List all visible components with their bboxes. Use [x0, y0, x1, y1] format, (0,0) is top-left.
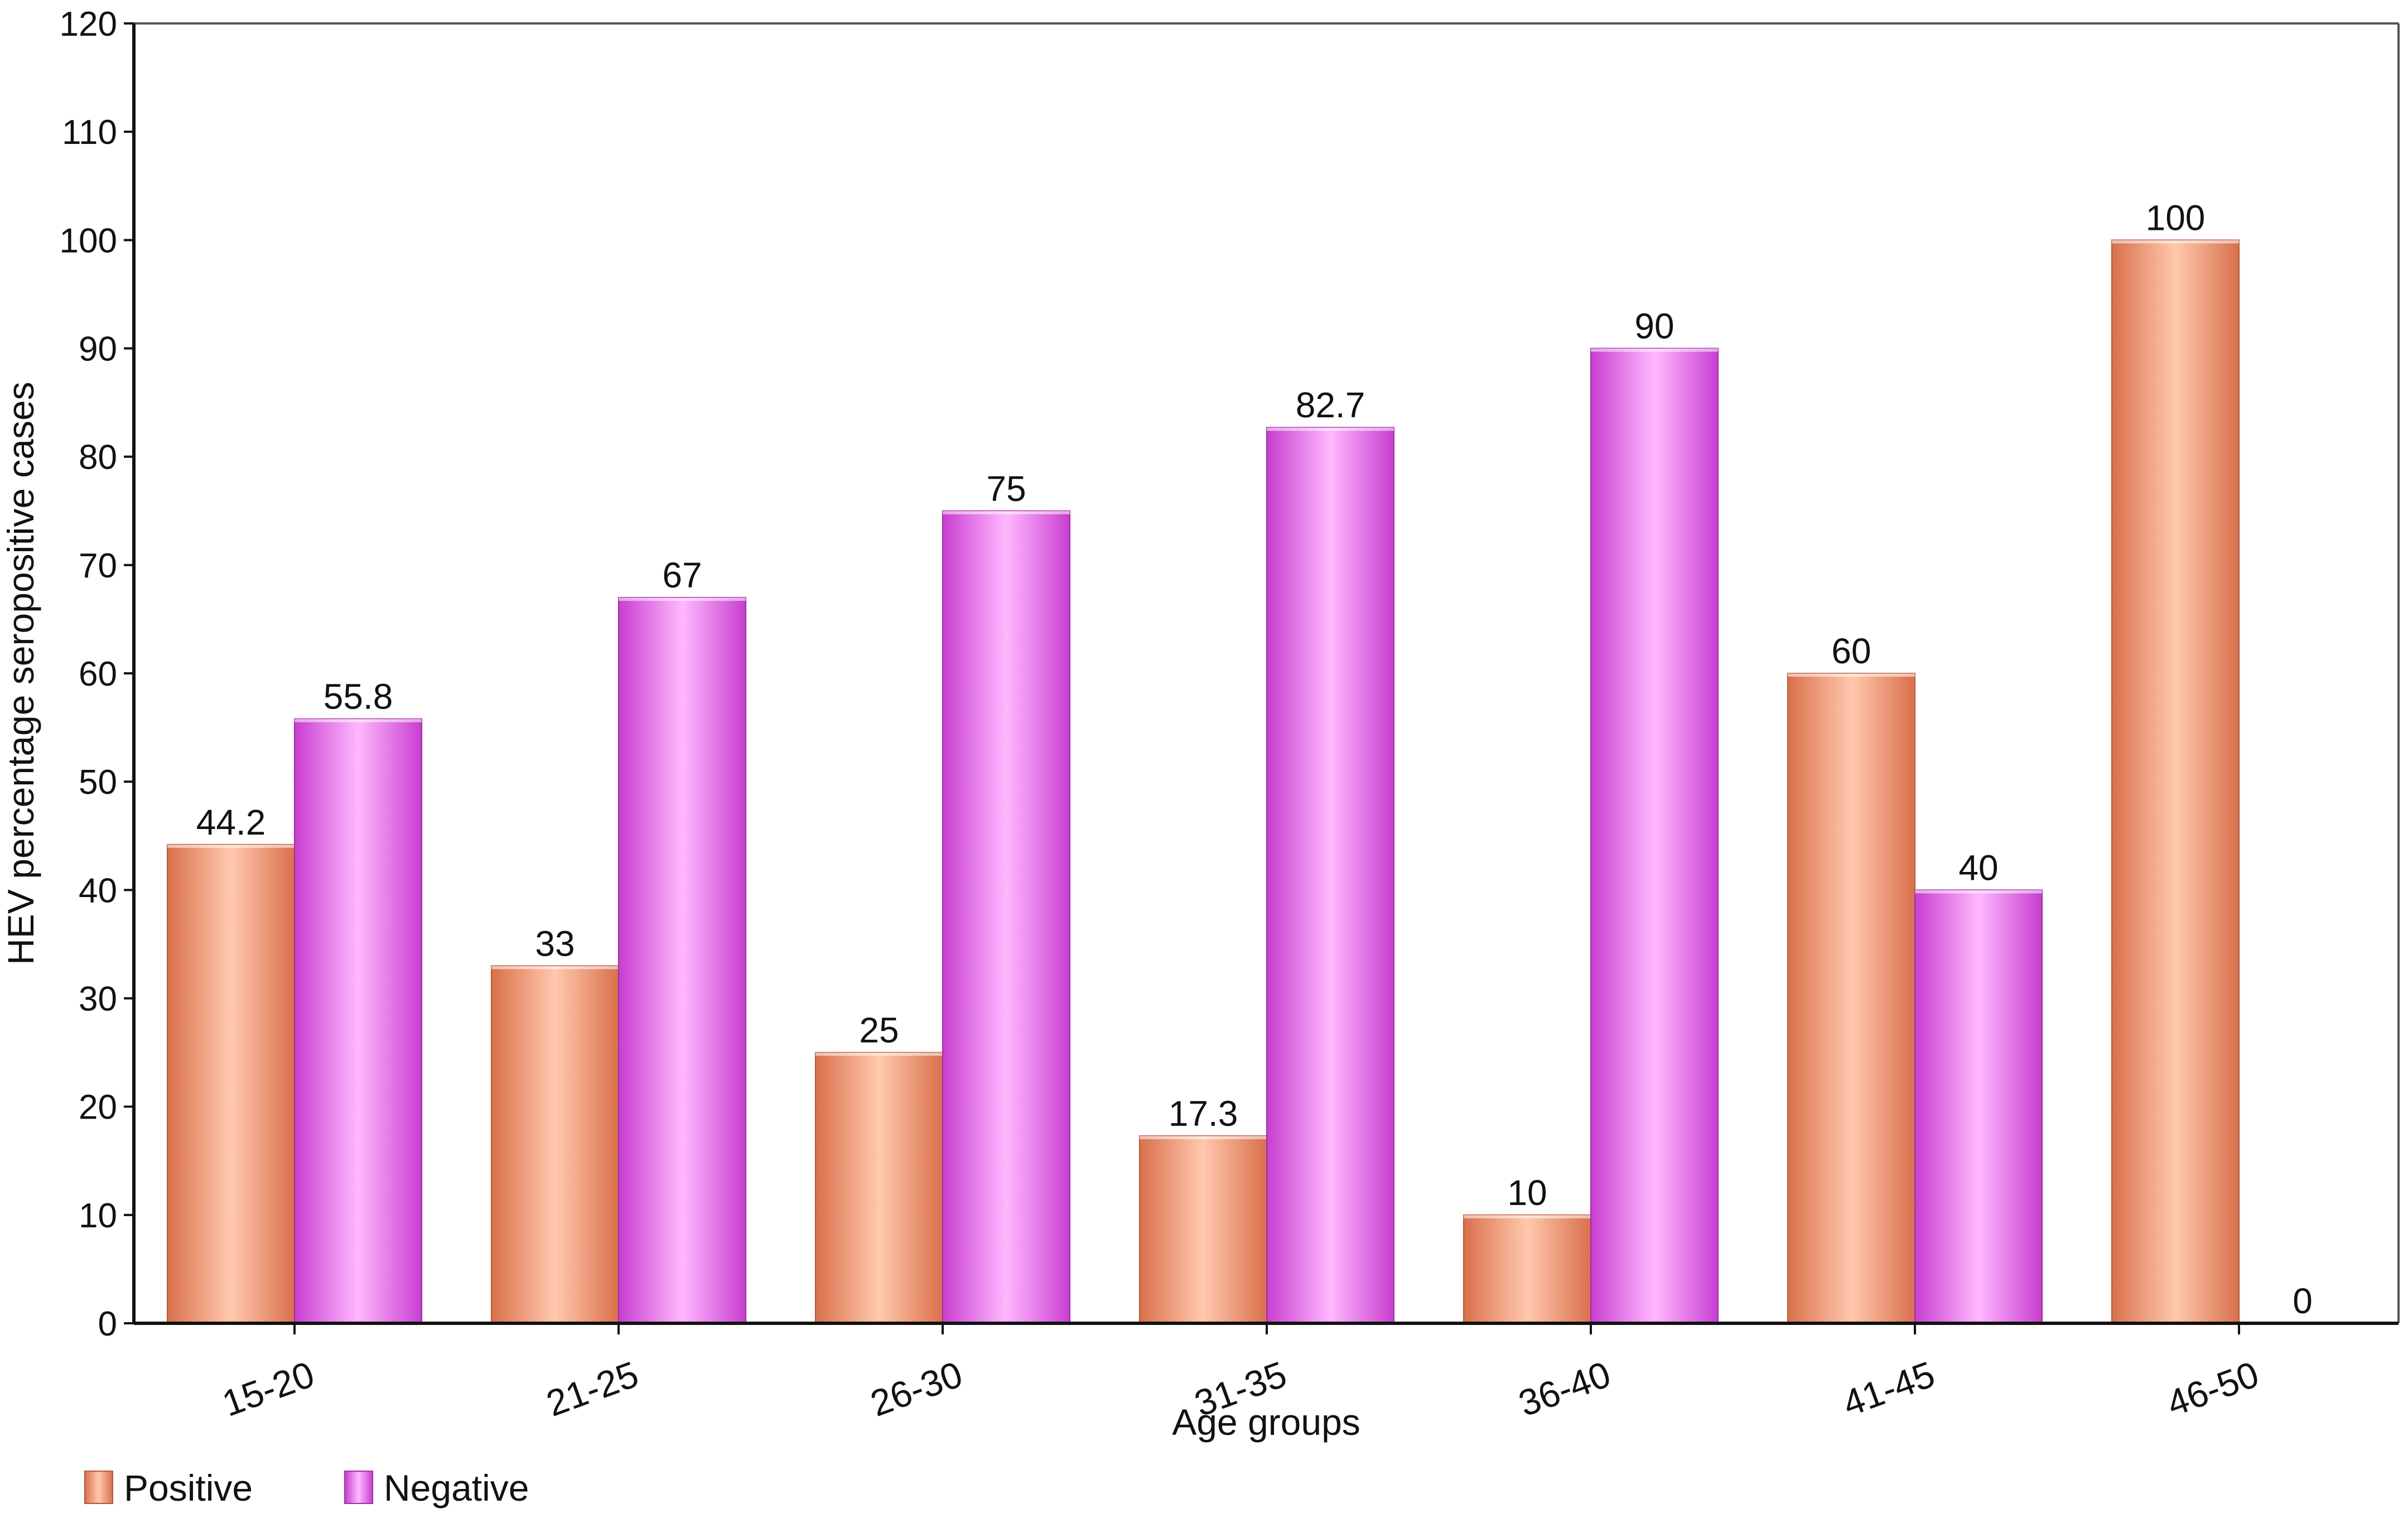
- bar-cap: [1915, 890, 2042, 894]
- bar-positive-41-45: [1787, 673, 1915, 1324]
- x-tick-label: 46-50: [2161, 1353, 2264, 1424]
- bar-cap: [1788, 673, 1915, 677]
- bar-cap: [1267, 427, 1394, 431]
- bar-cap: [1464, 1214, 1591, 1218]
- bar-negative-15-20: [294, 718, 422, 1324]
- data-label: 33: [535, 923, 575, 963]
- bar-cap: [619, 597, 746, 601]
- data-label: 67: [662, 555, 702, 595]
- data-labels: 44.2 55.8 33 67 25 75 17.3 82.7 10 90 60 40 100 0: [196, 197, 2313, 1321]
- bar-cap: [491, 966, 619, 970]
- bar-negative-41-45: [1914, 889, 2043, 1324]
- legend-swatch-negative: [344, 1471, 373, 1504]
- y-tick-label: 100: [60, 221, 117, 260]
- x-tick-label: 41-45: [1837, 1353, 1940, 1424]
- y-tick-label: 120: [60, 5, 117, 44]
- y-tick-label: 10: [79, 1197, 117, 1235]
- data-label: 90: [1634, 306, 1674, 346]
- y-tick-label: 110: [62, 113, 117, 152]
- y-tick-label: 60: [79, 655, 117, 693]
- legend-label-positive: Positive: [124, 1467, 253, 1508]
- bar-negative-26-30: [942, 510, 1070, 1324]
- legend-swatch-positive: [84, 1471, 113, 1504]
- data-label: 82.7: [1296, 385, 1365, 425]
- x-axis-title: Age groups: [1172, 1401, 1360, 1443]
- y-tick-label: 80: [79, 438, 117, 477]
- bar-cap: [1591, 348, 1718, 352]
- bar-negative-21-25: [618, 597, 746, 1324]
- data-label: 44.2: [196, 802, 266, 842]
- y-tick-label: 0: [98, 1305, 117, 1343]
- y-axis-title: HEV percentage seropositive cases: [0, 382, 41, 965]
- bar-negative-36-40: [1590, 348, 1719, 1324]
- bar-positive-46-50: [2111, 239, 2240, 1324]
- x-tick-label: 26-30: [865, 1353, 968, 1424]
- data-label: 100: [2146, 197, 2206, 238]
- bar-cap: [1140, 1136, 1267, 1140]
- data-label: 0: [2293, 1281, 2313, 1321]
- y-tick-label: 30: [79, 980, 117, 1019]
- y-tick-label: 70: [79, 547, 117, 585]
- bar-positive-31-35: [1139, 1135, 1267, 1324]
- bar-positive-15-20: [167, 844, 295, 1324]
- bar-cap: [943, 510, 1070, 514]
- data-label: 25: [859, 1010, 899, 1050]
- y-axis-ticks: 0 10 20 30 40 50 60 70 80 90 100 110 120: [60, 5, 134, 1343]
- legend-label-negative: Negative: [384, 1467, 529, 1508]
- bar-cap: [167, 844, 295, 848]
- y-tick-label: 50: [79, 763, 117, 802]
- data-label: 75: [986, 469, 1026, 509]
- legend: Positive Negative: [84, 1467, 529, 1508]
- data-label: 10: [1507, 1173, 1547, 1213]
- data-label: 40: [1958, 847, 1998, 888]
- bar-cap: [815, 1052, 943, 1056]
- data-label: 55.8: [324, 677, 393, 717]
- bar-positive-21-25: [491, 965, 619, 1324]
- x-tick-label: 15-20: [217, 1353, 320, 1424]
- bar-cap: [295, 719, 422, 722]
- bar-positive-36-40: [1463, 1214, 1591, 1324]
- bar-negative-31-35: [1266, 427, 1394, 1324]
- y-tick-label: 20: [79, 1088, 117, 1127]
- x-tick-label: 21-25: [541, 1353, 644, 1424]
- data-label: 60: [1831, 631, 1871, 671]
- data-label: 17.3: [1169, 1093, 1238, 1134]
- bar-cap: [2112, 240, 2239, 244]
- y-tick-label: 40: [79, 871, 117, 910]
- bar-positive-26-30: [815, 1052, 943, 1324]
- bars: [167, 239, 2240, 1324]
- x-tick-label: 36-40: [1513, 1353, 1616, 1424]
- y-tick-label: 90: [79, 330, 117, 369]
